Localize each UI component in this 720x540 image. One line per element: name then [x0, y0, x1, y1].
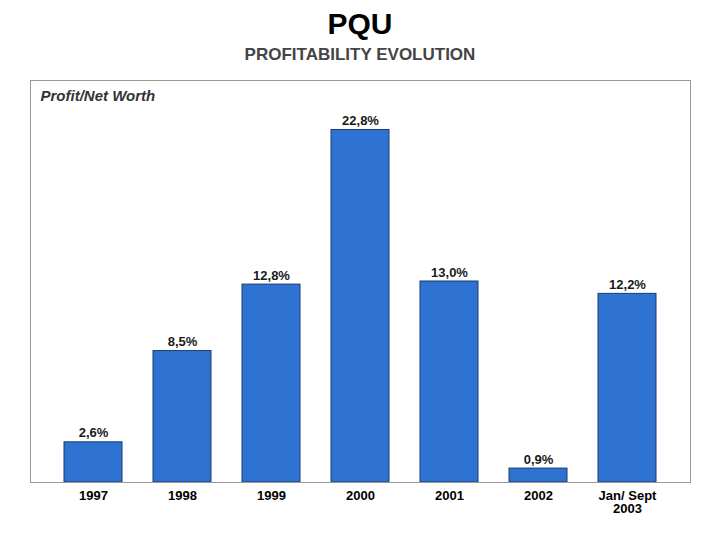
svg-text:12,8%: 12,8%: [253, 268, 290, 283]
svg-text:1997: 1997: [79, 488, 108, 503]
svg-text:1998: 1998: [168, 488, 197, 503]
html-text:PROFITABILITY EVOLUTION: PROFITABILITY EVOLUTION: [244, 45, 476, 64]
svg-text:0,9%: 0,9%: [524, 452, 554, 467]
svg-text:2002: 2002: [524, 488, 553, 503]
svg-text:12,2%: 12,2%: [609, 277, 646, 292]
svg-text:13,0%: 13,0%: [431, 265, 468, 280]
html-text:PQU: PQU: [327, 7, 393, 40]
svg-text:Jan/ Sept2003: Jan/ Sept2003: [599, 488, 657, 516]
svg-text:2000: 2000: [346, 488, 375, 503]
svg-text:22,8%: 22,8%: [342, 113, 379, 128]
svg-text:2,6%: 2,6%: [79, 425, 109, 440]
svg-text:1999: 1999: [257, 488, 286, 503]
svg-text:2001: 2001: [435, 488, 464, 503]
svg-text:8,5%: 8,5%: [168, 334, 198, 349]
svg-text:Profit/Net Worth: Profit/Net Worth: [41, 87, 156, 104]
